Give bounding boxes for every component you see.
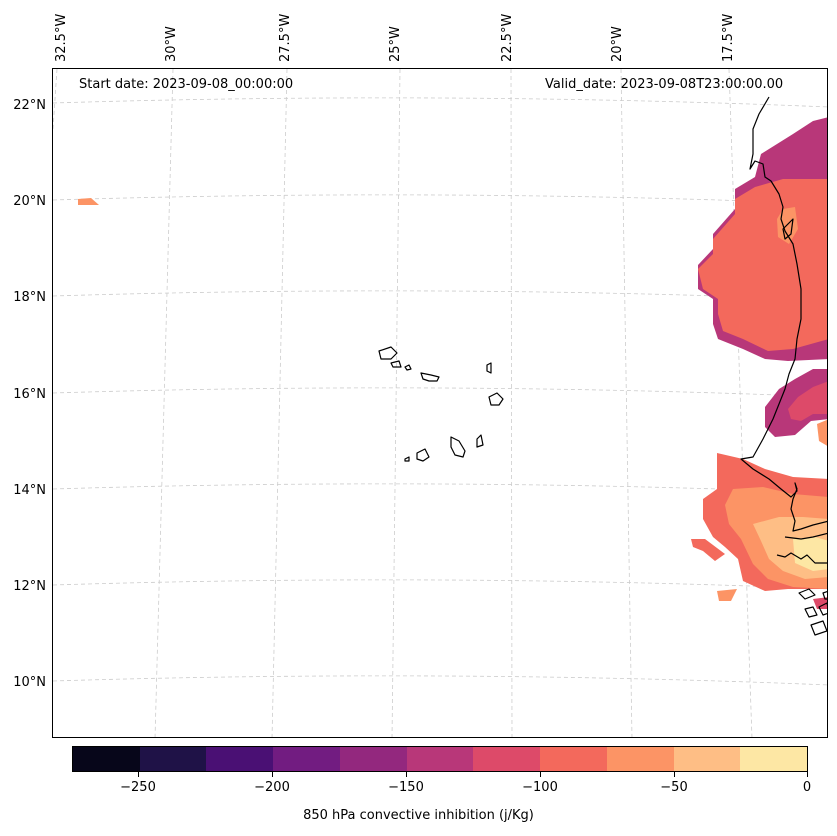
colorbar-swatch-1 bbox=[139, 747, 207, 771]
island-sao-nicolau bbox=[420, 372, 440, 382]
island-sao-vicente bbox=[390, 360, 402, 368]
cin-patch-west bbox=[78, 198, 99, 205]
coastline-bissau bbox=[776, 552, 827, 564]
colorbar-swatch-2 bbox=[206, 747, 274, 771]
lon-label-27-5w: 27.5°W bbox=[278, 13, 293, 62]
map-canvas bbox=[53, 69, 827, 737]
colorbar-tick-neg50 bbox=[674, 772, 675, 777]
start-date-label: Start date: 2023-09-08_00:00:00 bbox=[79, 77, 294, 92]
lon-label-25w: 25°W bbox=[388, 26, 403, 62]
gridline-lon-17-5w bbox=[728, 69, 753, 737]
cin-speck-3 bbox=[813, 597, 827, 609]
colorbar-label-0: 0 bbox=[802, 780, 812, 795]
lat-label-22n: 22°N bbox=[13, 98, 46, 113]
cin-speck-1 bbox=[691, 539, 725, 561]
colorbar-swatch-3 bbox=[273, 747, 340, 771]
coastline-gambia bbox=[784, 532, 827, 540]
colorbar-swatch-8 bbox=[606, 747, 674, 771]
lat-label-12n: 12°N bbox=[13, 579, 46, 594]
gridlines bbox=[53, 69, 827, 737]
cin-mid-band-inner bbox=[788, 381, 827, 421]
colorbar-swatch-4 bbox=[339, 747, 407, 771]
colorbar-label-neg150: −150 bbox=[388, 780, 424, 795]
valid-date-label: Valid_date: 2023-09-08T23:00:00.00 bbox=[545, 77, 784, 92]
gridline-lon-32-5w bbox=[53, 69, 58, 130]
colorbar-swatch-0 bbox=[73, 747, 140, 771]
cin-contours bbox=[78, 117, 827, 609]
colorbar-swatch-6 bbox=[473, 747, 541, 771]
island-brava bbox=[404, 456, 410, 462]
coastlines bbox=[378, 96, 827, 636]
lat-label-10n: 10°N bbox=[13, 675, 46, 690]
island-boa-vista bbox=[488, 392, 504, 406]
colorbar-label-neg50: −50 bbox=[660, 780, 688, 795]
gridline-lon-22-5w bbox=[510, 69, 513, 737]
lat-label-18n: 18°N bbox=[13, 290, 46, 305]
lon-label-30w: 30°W bbox=[164, 26, 179, 62]
island-santiago bbox=[450, 436, 466, 458]
island-fogo bbox=[416, 448, 430, 462]
island-sal bbox=[486, 362, 492, 374]
lon-label-20w: 20°W bbox=[610, 26, 625, 62]
colorbar-tick-neg200 bbox=[272, 772, 273, 777]
coastline-bijagos-4 bbox=[818, 602, 827, 616]
cin-mid-light bbox=[817, 419, 827, 446]
island-santa-luzia bbox=[404, 364, 412, 371]
colorbar-label-neg250: −250 bbox=[120, 780, 156, 795]
gridline-lat-22n bbox=[53, 97, 827, 108]
gridline-lon-27-5w bbox=[271, 69, 288, 737]
colorbar-swatch-7 bbox=[540, 747, 607, 771]
coastline-bijagos-2 bbox=[804, 606, 818, 618]
cin-north-light bbox=[777, 207, 798, 244]
coastline-mainland bbox=[740, 96, 827, 532]
lat-label-20n: 20°N bbox=[13, 194, 46, 209]
colorbar-tick-0 bbox=[807, 772, 808, 777]
colorbar-tick-neg150 bbox=[406, 772, 407, 777]
colorbar-title: 850 hPa convective inhibition (j/Kg) bbox=[303, 808, 534, 823]
colorbar-swatch-5 bbox=[406, 747, 474, 771]
lon-label-17-5w: 17.5°W bbox=[721, 13, 736, 62]
island-maio bbox=[476, 434, 484, 448]
gridline-lon-25w bbox=[391, 69, 401, 737]
lat-label-14n: 14°N bbox=[13, 483, 46, 498]
gridline-lat-12n bbox=[53, 579, 827, 590]
coastline-bijagos-5 bbox=[822, 591, 827, 600]
gridline-lon-30w bbox=[154, 69, 174, 737]
gridline-lon-20w bbox=[620, 69, 633, 737]
gridline-lat-20n bbox=[53, 194, 827, 205]
gridline-lat-10n bbox=[53, 675, 827, 686]
colorbar-swatch-9 bbox=[673, 747, 741, 771]
coastline-bijagos-3 bbox=[810, 620, 827, 636]
coastline-bijagos-1 bbox=[798, 588, 816, 600]
gridline-lat-16n bbox=[53, 387, 827, 398]
lon-label-32-5w: 32.5°W bbox=[54, 13, 69, 62]
coastline-lake bbox=[782, 218, 794, 240]
map-panel bbox=[52, 68, 828, 738]
colorbar-label-neg100: −100 bbox=[522, 780, 558, 795]
colorbar-label-neg200: −200 bbox=[254, 780, 290, 795]
colorbar-swatch-10 bbox=[740, 747, 808, 771]
cin-speck-2 bbox=[717, 589, 737, 601]
gridline-lat-14n bbox=[53, 483, 827, 494]
colorbar-tick-neg250 bbox=[138, 772, 139, 777]
colorbar bbox=[72, 746, 808, 772]
lon-label-22-5w: 22.5°W bbox=[500, 13, 515, 62]
island-santo-antao bbox=[378, 346, 398, 360]
lat-label-16n: 16°N bbox=[13, 387, 46, 402]
colorbar-tick-neg100 bbox=[540, 772, 541, 777]
